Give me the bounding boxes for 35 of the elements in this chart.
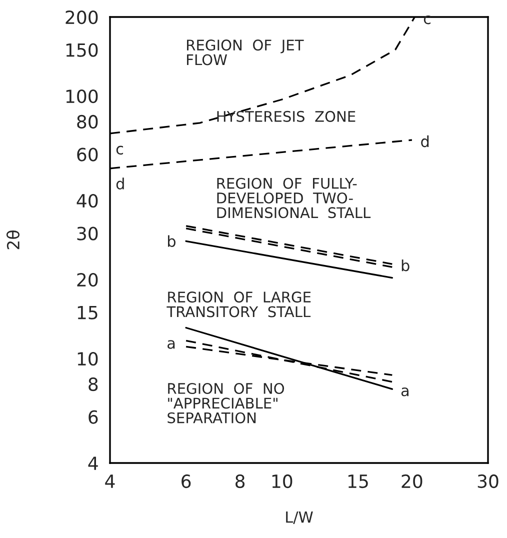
x-axis-title: L/W <box>286 512 313 524</box>
y-tick-label: 30 <box>77 226 98 240</box>
text: d <box>116 178 124 190</box>
y-tick-label: 4 <box>88 456 98 470</box>
x-tick-label: 15 <box>348 474 368 488</box>
y-tick-label: 40 <box>76 194 98 208</box>
x-tick-label: 8 <box>236 474 245 488</box>
annotation: REGION OF JET FLOW <box>187 40 304 66</box>
x-tick-label: 6 <box>182 474 191 488</box>
x-tick-label: 30 <box>478 474 498 488</box>
y-tick-label: 15 <box>78 306 98 320</box>
series-label: b <box>402 259 410 272</box>
y-axis-title: 2θ <box>6 230 20 250</box>
y-tick-label: 10 <box>78 352 98 366</box>
y-tick-label: 8 <box>88 377 98 392</box>
series-label: c <box>424 15 431 24</box>
y-tick-label: 60 <box>77 148 98 162</box>
y-tick-label: 20 <box>77 272 98 287</box>
text: c <box>116 146 124 155</box>
series-label: a <box>401 388 408 396</box>
y-tick-label: 100 <box>66 89 98 104</box>
series-label: d <box>421 135 429 148</box>
annotation: HYSTERESIS ZONE <box>217 110 356 122</box>
annotation: REGION OF NO "APPRECIABLE" SEPARATION <box>168 382 284 424</box>
x-tick-label: 20 <box>402 474 422 488</box>
x-tick-label: 10 <box>272 474 292 488</box>
y-tick-label: 6 <box>88 410 98 424</box>
text: b <box>168 235 176 248</box>
annotation: REGION OF FULLY- DEVELOPED TWO- DIMENSIONAL STALL <box>217 178 371 218</box>
y-tick-label: 150 <box>66 43 98 57</box>
annotation: REGION OF LARGE TRANSITORY STALL <box>166 292 311 318</box>
y-tick-label: 200 <box>66 10 98 24</box>
text: a <box>168 340 175 349</box>
x-tick-label: 4 <box>105 474 115 488</box>
y-tick-label: 80 <box>77 114 98 129</box>
